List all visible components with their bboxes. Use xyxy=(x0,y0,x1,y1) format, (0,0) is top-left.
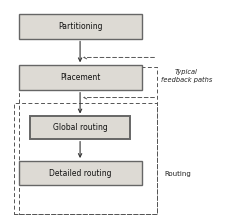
Text: Partitioning: Partitioning xyxy=(58,22,102,31)
Bar xyxy=(14,103,157,214)
Bar xyxy=(19,161,142,185)
Bar xyxy=(19,67,157,214)
Bar xyxy=(30,116,130,139)
Text: Detailed routing: Detailed routing xyxy=(49,169,111,178)
Bar xyxy=(19,65,142,90)
Text: Routing: Routing xyxy=(164,171,191,177)
Text: Global routing: Global routing xyxy=(53,123,108,132)
Bar xyxy=(19,14,142,39)
Text: Typical
feedback paths: Typical feedback paths xyxy=(161,69,212,84)
Text: Placement: Placement xyxy=(60,73,100,82)
